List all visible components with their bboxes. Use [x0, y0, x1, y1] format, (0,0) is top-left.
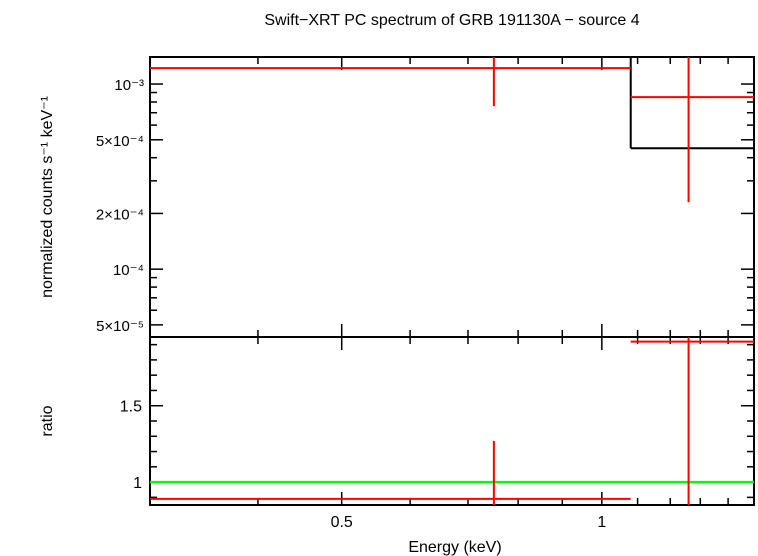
spectrum-y-tick-label: 10⁻³: [114, 77, 144, 94]
ratio-panel-frame: [149, 336, 755, 506]
ratio-y-tick-label: 1.5: [120, 399, 142, 416]
spectrum-y-tick-label: 2×10⁻⁴: [96, 206, 144, 223]
x-tick-label: 0.5: [331, 514, 353, 531]
x-tick-label: 1: [597, 514, 606, 531]
chart-title: Swift−XRT PC spectrum of GRB 191130A − s…: [264, 12, 639, 29]
ratio-y-axis-label: ratio: [39, 405, 56, 436]
x-axis-label: Energy (keV): [408, 539, 501, 556]
ratio-y-tick-label: 1: [133, 475, 142, 492]
spectrum-panel-frame: [149, 56, 755, 338]
spectrum-y-tick-label: 10⁻⁴: [113, 262, 144, 279]
spectrum-y-axis-label: normalized counts s⁻¹ keV⁻¹: [39, 96, 56, 298]
spectrum-y-tick-label: 5×10⁻⁴: [96, 133, 144, 150]
plot-layer: 0.5 1 10⁻³ 5×10⁻⁴ 2×10⁻⁴ 10⁻⁴ 5×10⁻⁵ 1.5 1: [96, 56, 755, 531]
spectrum-y-tick-label: 5×10⁻⁵: [96, 318, 144, 335]
